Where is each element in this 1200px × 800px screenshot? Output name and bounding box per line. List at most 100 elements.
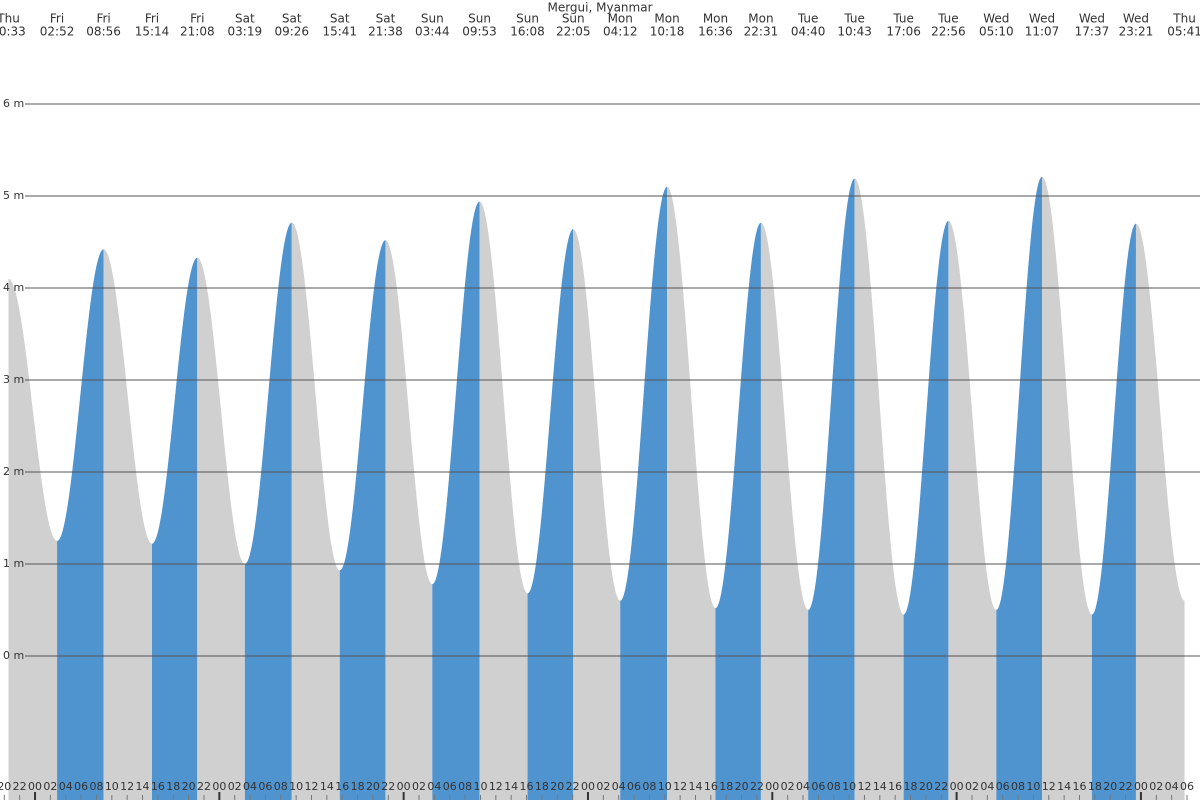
x-tick-label: 08 [274,780,288,793]
extreme-time: 04:40 [791,25,826,39]
x-tick-label: 04 [427,780,441,793]
rising-tide [903,220,949,800]
extreme-day: Tue [937,12,959,26]
extreme-time: 23:21 [1119,25,1154,39]
x-tick-label: 00 [397,780,411,793]
x-tick-label: 10 [105,780,119,793]
x-tick-label: 12 [673,780,687,793]
extreme-day: Wed [1123,12,1149,26]
extreme-time: 10:18 [650,25,685,39]
y-tick-label: 5 m [3,189,24,202]
grid [3,103,1200,800]
extreme-time: 10:43 [837,25,872,39]
x-tick-label: 10 [1026,780,1040,793]
extreme-time: 02:52 [40,25,75,39]
x-tick-label: 02 [781,780,795,793]
extreme-day: Fri [190,12,204,26]
x-tick-label: 16 [151,780,165,793]
falling-tide [8,278,58,800]
x-tick-label: 04 [1165,780,1179,793]
x-tick-label: 16 [704,780,718,793]
falling-tide [573,229,621,800]
x-tick-label: 10 [289,780,303,793]
extreme-day: Fri [145,12,159,26]
x-tick-label: 20 [1103,780,1117,793]
labels: Thu20:33Fri02:52Fri08:56Fri15:14Fri21:08… [0,12,1200,794]
tide-areas [8,176,1185,800]
x-tick-label: 22 [750,780,764,793]
x-tick-label: 20 [0,780,11,793]
x-tick-label: 12 [120,780,134,793]
extreme-day: Tue [843,12,865,26]
x-tick-label: 08 [827,780,841,793]
extreme-day: Sat [330,12,350,26]
x-tick-label: 08 [89,780,103,793]
x-tick-label: 12 [1042,780,1056,793]
x-tick-label: 08 [458,780,472,793]
extreme-day: Sun [468,12,491,26]
falling-tide [854,178,904,800]
x-tick-label: 16 [1073,780,1087,793]
extreme-time: 15:14 [135,25,170,39]
extreme-day: Thu [0,12,20,26]
extreme-time: 03:44 [415,25,450,39]
extreme-time: 08:56 [86,25,121,39]
x-tick-label: 06 [811,780,825,793]
x-tick-label: 02 [1149,780,1163,793]
falling-tide [479,201,528,800]
falling-tide [948,220,997,800]
x-tick-label: 08 [1011,780,1025,793]
x-tick-label: 12 [489,780,503,793]
x-tick-label: 00 [212,780,226,793]
x-tick-label: 00 [581,780,595,793]
x-tick-label: 14 [320,780,334,793]
extreme-day: Sat [282,12,302,26]
x-tick-label: 02 [412,780,426,793]
x-tick-label: 18 [351,780,365,793]
x-tick-label: 18 [535,780,549,793]
extreme-day: Thu [1172,12,1196,26]
extreme-time: 21:08 [180,25,215,39]
y-tick-label: 2 m [3,465,24,478]
extreme-day: Wed [1029,12,1055,26]
extreme-day: Sat [235,12,255,26]
x-tick-label: 20 [366,780,380,793]
x-tick-label: 06 [1180,780,1194,793]
x-tick-label: 02 [43,780,57,793]
rising-tide [527,229,574,800]
rising-tide [620,186,668,800]
y-tick-label: 4 m [3,281,24,294]
extreme-day: Sat [376,12,396,26]
falling-tide [103,249,152,800]
x-tick-label: 22 [197,780,211,793]
y-tick-label: 0 m [3,649,24,662]
extreme-time: 03:19 [228,25,263,39]
extreme-time: 22:56 [931,25,966,39]
extreme-time: 16:36 [698,25,733,39]
falling-tide [1042,176,1092,800]
x-tick-label: 10 [658,780,672,793]
extreme-day: Sun [562,12,585,26]
x-tick-label: 14 [689,780,703,793]
x-tick-label: 12 [857,780,871,793]
extreme-day: Mon [608,12,633,26]
x-tick-label: 18 [1088,780,1102,793]
x-tick-label: 04 [612,780,626,793]
x-tick-label: 10 [842,780,856,793]
x-tick-label: 06 [996,780,1010,793]
x-tick-label: 18 [166,780,180,793]
y-tick-label: 6 m [3,97,24,110]
x-tick-label: 12 [305,780,319,793]
x-tick-label: 04 [243,780,257,793]
extreme-day: Wed [983,12,1009,26]
x-tick-label: 22 [566,780,580,793]
x-tick-label: 14 [504,780,518,793]
x-tick-label: 06 [443,780,457,793]
x-tick-label: 20 [919,780,933,793]
extreme-day: Tue [892,12,914,26]
x-tick-label: 14 [1057,780,1071,793]
extreme-day: Mon [748,12,773,26]
extreme-time: 20:33 [0,25,26,39]
